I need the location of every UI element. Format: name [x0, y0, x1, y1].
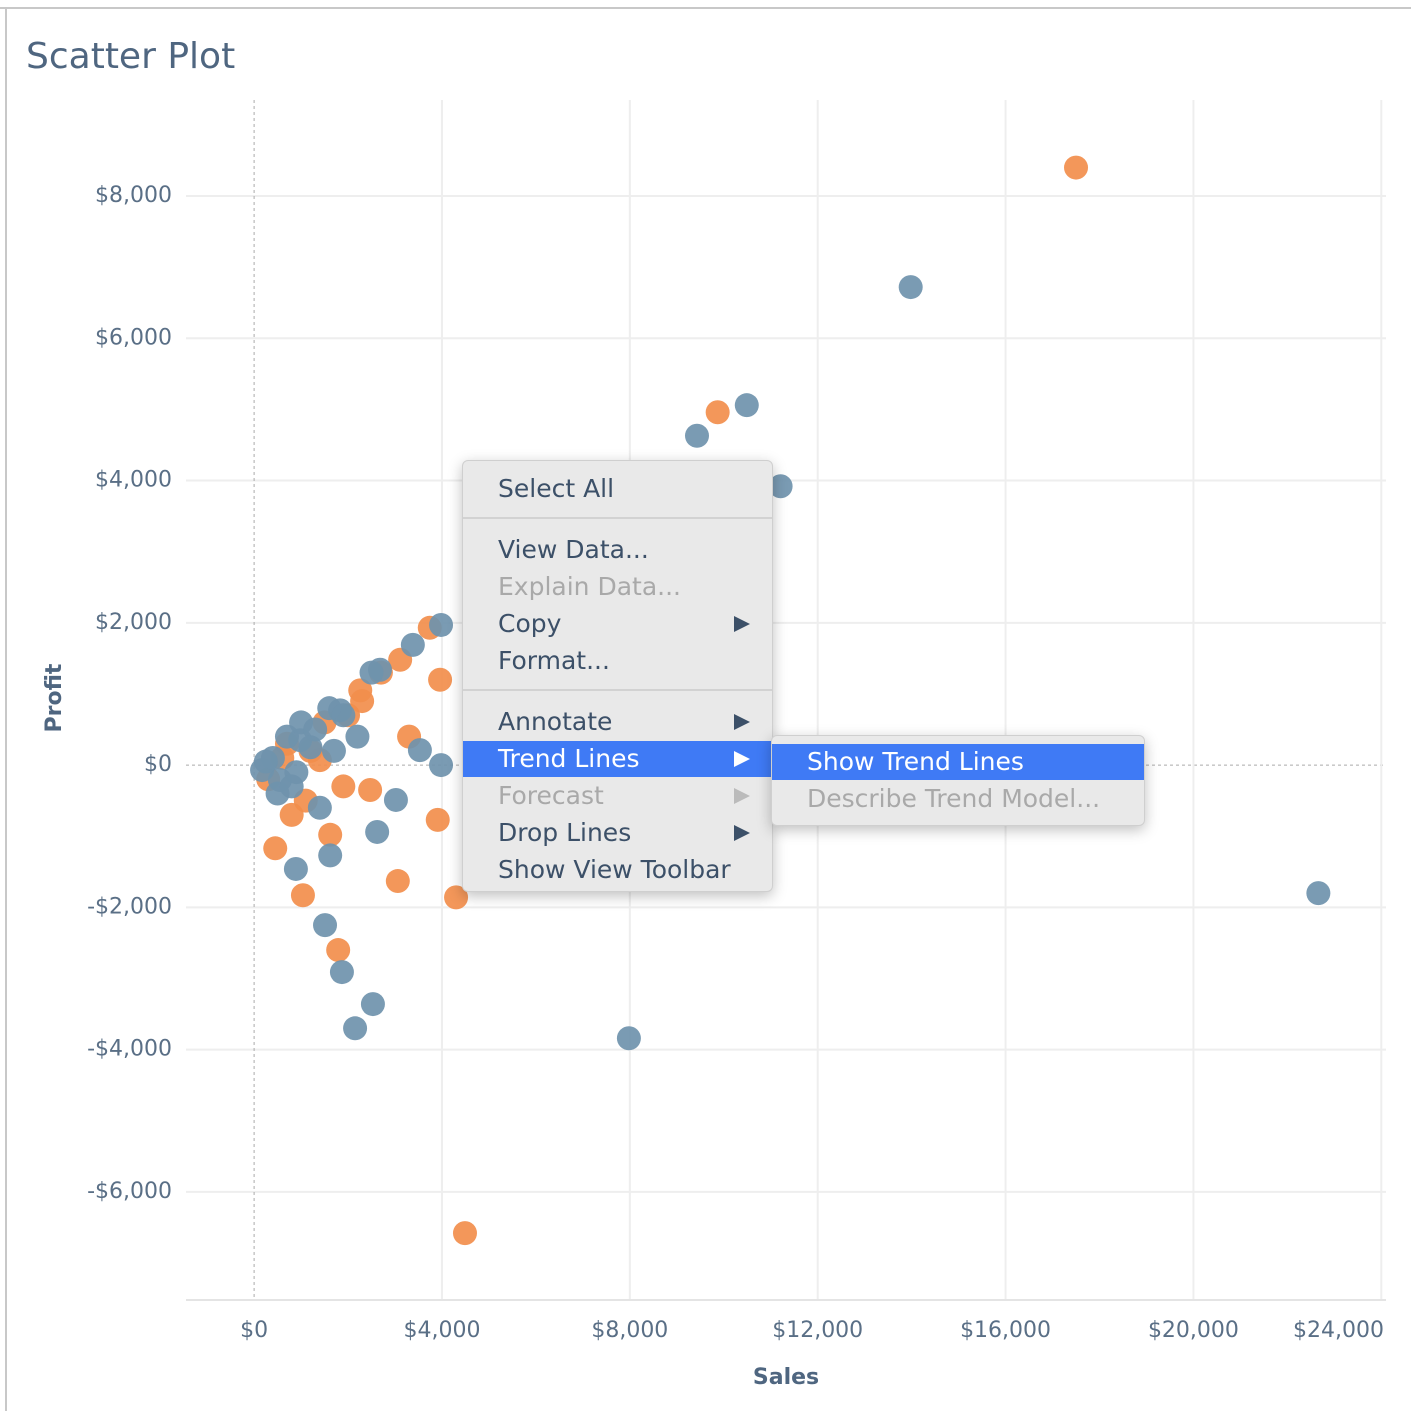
x-axis-title: Sales — [753, 1365, 819, 1390]
point — [428, 667, 453, 692]
menu-item[interactable]: View Data... — [463, 532, 772, 568]
y-axis-title: Profit — [42, 663, 67, 732]
point — [326, 938, 351, 963]
point — [425, 807, 450, 832]
x-tick-label: $12,000 — [772, 1318, 863, 1343]
menu-item-label: View Data... — [498, 535, 649, 564]
point — [400, 632, 425, 657]
point — [1306, 881, 1331, 906]
menu-item-label: Copy — [498, 609, 562, 638]
context-menu: Select All View Data... Explain Data... Cop… — [462, 460, 773, 892]
arrow-shape — [734, 714, 750, 730]
menu-item-label: Describe Trend Model... — [807, 784, 1101, 813]
menu-item-label: Show View Toolbar — [498, 855, 731, 884]
y-tick-label: $8,000 — [95, 183, 172, 208]
menu-item-label: Format... — [498, 646, 610, 675]
submenu-arrow — [734, 825, 750, 841]
y-tick-label: $6,000 — [95, 325, 172, 350]
x-tick-label: $16,000 — [960, 1318, 1051, 1343]
point — [331, 774, 356, 799]
arrow-shape — [734, 788, 750, 804]
submenu: Show Trend Lines Describe Trend Model... — [771, 735, 1145, 826]
x-tick-label: $8,000 — [591, 1318, 668, 1343]
menu-item-label: Show Trend Lines — [807, 747, 1024, 776]
menu-item[interactable]: Select All — [463, 471, 772, 507]
point — [616, 1026, 641, 1051]
y-tick-label: $0 — [144, 752, 172, 777]
point — [429, 753, 454, 778]
point — [263, 836, 288, 861]
menu-item-label: Select All — [498, 474, 615, 503]
point — [383, 787, 408, 812]
point — [307, 795, 332, 820]
point — [360, 992, 385, 1017]
point — [1064, 155, 1089, 180]
menu-item-label: Forecast — [498, 781, 604, 810]
menu-item[interactable]: Drop Lines — [463, 815, 772, 851]
y-tick-label: -$6,000 — [87, 1179, 172, 1204]
point — [734, 393, 759, 418]
point — [359, 660, 384, 685]
menu-separator — [463, 689, 772, 691]
point — [358, 777, 383, 802]
y-tick-label: $2,000 — [95, 610, 172, 635]
point — [345, 724, 370, 749]
point — [331, 703, 356, 728]
point — [385, 869, 410, 894]
arrow-shape — [734, 751, 750, 767]
menu-item: Forecast — [463, 778, 772, 814]
menu-item-label: Annotate — [498, 707, 613, 736]
y-tick-label: $4,000 — [95, 468, 172, 493]
arrow-shape — [734, 616, 750, 632]
submenu-arrow — [734, 788, 750, 804]
point — [429, 612, 454, 637]
submenu-arrow — [734, 751, 750, 767]
menu-item: Explain Data... — [463, 569, 772, 605]
menu-item-label: Trend Lines — [498, 744, 640, 773]
menu-item[interactable]: Show View Toolbar — [463, 852, 772, 888]
point — [290, 883, 315, 908]
x-tick-label: $0 — [240, 1318, 268, 1343]
point — [253, 749, 278, 774]
menu-item-label: Drop Lines — [498, 818, 632, 847]
menu-separator — [463, 517, 772, 519]
y-tick-label: -$4,000 — [87, 1037, 172, 1062]
menu-item: Describe Trend Model... — [772, 781, 1144, 817]
point — [365, 819, 390, 844]
point — [313, 913, 338, 938]
submenu-arrow — [734, 714, 750, 730]
x-tick-label: $24,000 — [1293, 1318, 1384, 1343]
point — [452, 1221, 477, 1246]
point — [407, 738, 432, 763]
point — [283, 856, 308, 881]
point — [898, 275, 923, 300]
point — [444, 885, 469, 910]
x-tick-label: $4,000 — [403, 1318, 480, 1343]
point — [684, 423, 709, 448]
point — [705, 400, 730, 425]
chart-title: Scatter Plot — [26, 36, 235, 77]
point — [321, 738, 346, 763]
point — [279, 802, 304, 827]
menu-item[interactable]: Annotate — [463, 704, 772, 740]
point — [768, 474, 793, 499]
point — [318, 822, 343, 847]
y-tick-label: -$2,000 — [87, 894, 172, 919]
point — [279, 774, 304, 799]
x-tick-label: $20,000 — [1148, 1318, 1239, 1343]
menu-item-label: Explain Data... — [498, 572, 681, 601]
point — [343, 1016, 368, 1041]
point — [329, 960, 354, 985]
menu-item[interactable]: Format... — [463, 643, 772, 679]
point — [318, 843, 343, 868]
point — [298, 735, 323, 760]
menu-item[interactable]: Copy — [463, 606, 772, 642]
menu-item[interactable]: Show Trend Lines — [772, 744, 1144, 780]
menu-item[interactable]: Trend Lines — [463, 741, 772, 777]
submenu-arrow — [734, 616, 750, 632]
arrow-shape — [734, 825, 750, 841]
